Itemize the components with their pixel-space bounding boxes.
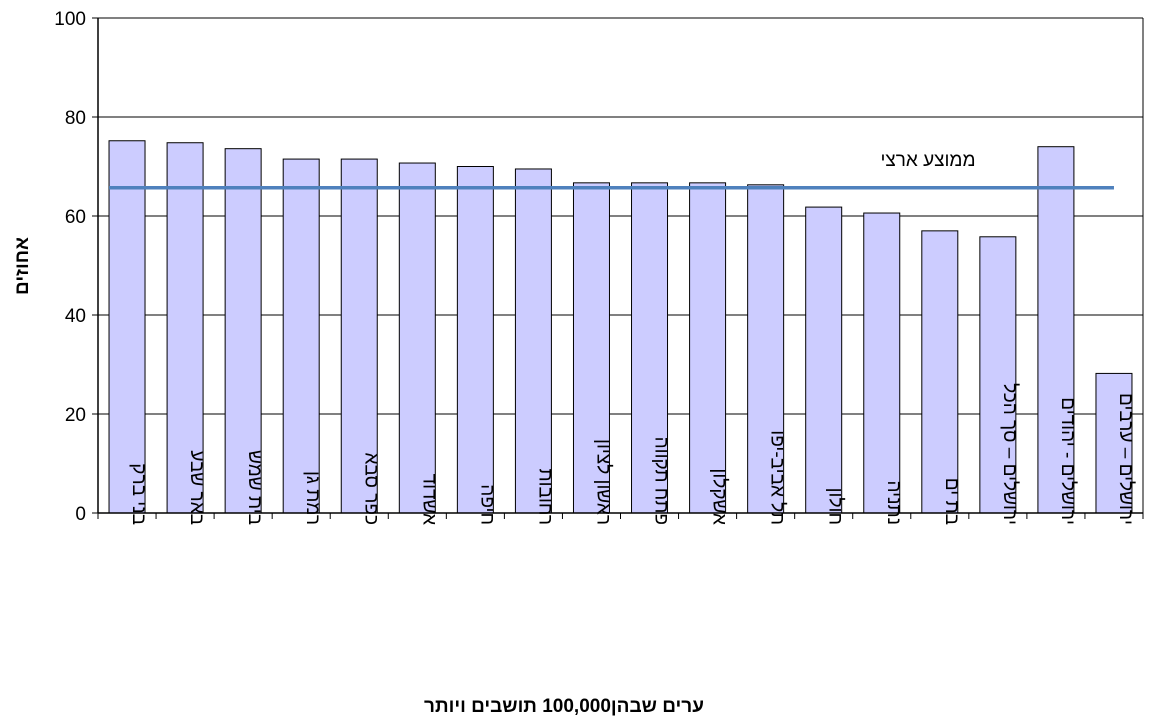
bar (572, 182, 610, 514)
bar (805, 206, 843, 514)
bar (398, 162, 436, 514)
x-category-label: כפר סבא (360, 452, 381, 525)
bar (689, 182, 727, 514)
bar (340, 158, 378, 514)
bar (224, 148, 262, 514)
bar (514, 168, 552, 514)
x-category-label: נתניה (883, 480, 904, 525)
y-tick-labels: 0 20 40 60 80 100 (54, 9, 86, 525)
gridlines (98, 17, 1143, 415)
y-tick-label: 60 (65, 207, 86, 228)
x-category-label: חיפה (476, 484, 497, 525)
x-category-label: באר שבע (186, 450, 207, 525)
x-category-label: חולון (825, 488, 846, 525)
bars (108, 140, 1133, 514)
x-category-label: אשדוד (418, 474, 439, 525)
axes (92, 17, 1144, 519)
bar (456, 166, 494, 514)
x-category-label: רמת גן (302, 471, 323, 525)
y-tick-label: 0 (75, 504, 86, 525)
y-tick-label: 20 (65, 405, 86, 426)
reference-line-label: ממוצע ארצי (880, 150, 975, 171)
y-tick-label: 40 (65, 306, 86, 327)
bar (1037, 146, 1075, 514)
x-category-label: בית שמש (244, 450, 265, 525)
x-category-label: אשקלון (709, 468, 730, 525)
x-category-label: רחובות (534, 469, 555, 525)
y-tick-label: 100 (54, 9, 86, 30)
x-category-label: ירושלים – סך הכל (999, 383, 1020, 525)
x-category-label: ירושלים – ערבים (1115, 393, 1136, 525)
bar (921, 230, 959, 514)
x-axis-title: ערים שבהן100,000 תושבים ויותר (424, 696, 704, 717)
x-category-labels: בני ברק באר שבע בית שמש רמת גן כפר סבא אשדוד ח… (128, 383, 1136, 525)
bar (979, 236, 1017, 514)
x-category-label: פתח תקווה (651, 437, 672, 525)
bar (1095, 372, 1133, 514)
bar (108, 140, 146, 514)
bar (863, 212, 901, 514)
y-tick-label: 80 (65, 108, 86, 129)
x-category-label: תל אביב-יפו (767, 430, 788, 525)
x-category-label: בת ים (941, 478, 962, 525)
bar (282, 158, 320, 514)
x-category-label: בני ברק (128, 463, 149, 525)
bar (631, 182, 669, 514)
x-category-label: ראשון לציון (592, 439, 613, 525)
y-axis-title: אחוזים (12, 237, 33, 295)
bar (747, 184, 785, 514)
x-category-label: ירושלים - יהודים (1057, 397, 1078, 525)
